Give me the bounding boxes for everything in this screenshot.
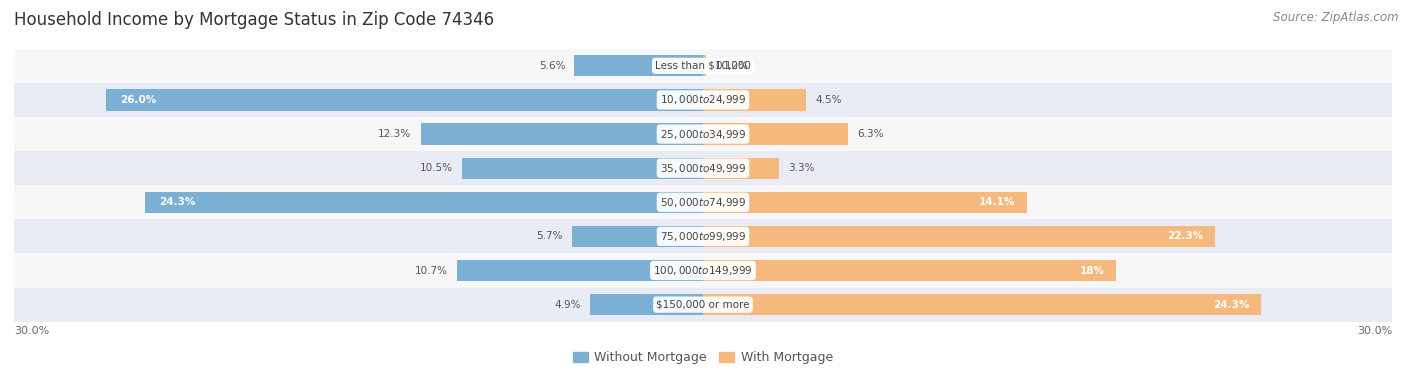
Bar [575,55,703,76]
Bar [14,219,1392,253]
Bar [105,89,703,110]
Bar [703,55,706,76]
Bar [420,124,703,145]
Text: Source: ZipAtlas.com: Source: ZipAtlas.com [1274,11,1399,24]
Bar [703,158,779,179]
Text: Less than $10,000: Less than $10,000 [655,61,751,71]
Text: 6.3%: 6.3% [856,129,883,139]
Legend: Without Mortgage, With Mortgage: Without Mortgage, With Mortgage [568,346,838,369]
Text: 14.1%: 14.1% [979,197,1015,207]
Text: 24.3%: 24.3% [1213,300,1250,310]
Bar [457,260,703,281]
Bar [14,151,1392,185]
Bar [14,253,1392,288]
Text: 4.5%: 4.5% [815,95,842,105]
Text: 4.9%: 4.9% [555,300,581,310]
Bar [14,117,1392,151]
Text: 30.0%: 30.0% [1357,326,1392,336]
Bar [703,89,807,110]
Bar [14,288,1392,322]
Bar [14,185,1392,219]
Text: 18%: 18% [1080,265,1105,276]
Text: $150,000 or more: $150,000 or more [657,300,749,310]
Text: $100,000 to $149,999: $100,000 to $149,999 [654,264,752,277]
Text: 5.7%: 5.7% [537,231,562,242]
Bar [703,192,1026,213]
Bar [461,158,703,179]
Text: Household Income by Mortgage Status in Zip Code 74346: Household Income by Mortgage Status in Z… [14,11,494,29]
Text: 24.3%: 24.3% [159,197,195,207]
Bar [703,226,1215,247]
Bar [703,260,1116,281]
Text: 3.3%: 3.3% [787,163,814,173]
Text: 5.6%: 5.6% [538,61,565,71]
Text: 10.7%: 10.7% [415,265,449,276]
Text: 10.5%: 10.5% [419,163,453,173]
Bar [572,226,703,247]
Bar [14,83,1392,117]
Bar [14,49,1392,83]
Text: $75,000 to $99,999: $75,000 to $99,999 [659,230,747,243]
Text: 30.0%: 30.0% [14,326,49,336]
Bar [591,294,703,315]
Text: 12.3%: 12.3% [378,129,412,139]
Text: 0.12%: 0.12% [714,61,748,71]
Text: $50,000 to $74,999: $50,000 to $74,999 [659,196,747,209]
Text: 26.0%: 26.0% [120,95,156,105]
Bar [145,192,703,213]
Bar [703,124,848,145]
Text: $35,000 to $49,999: $35,000 to $49,999 [659,162,747,175]
Text: $25,000 to $34,999: $25,000 to $34,999 [659,127,747,141]
Text: 22.3%: 22.3% [1167,231,1204,242]
Text: $10,000 to $24,999: $10,000 to $24,999 [659,93,747,107]
Bar [703,294,1261,315]
